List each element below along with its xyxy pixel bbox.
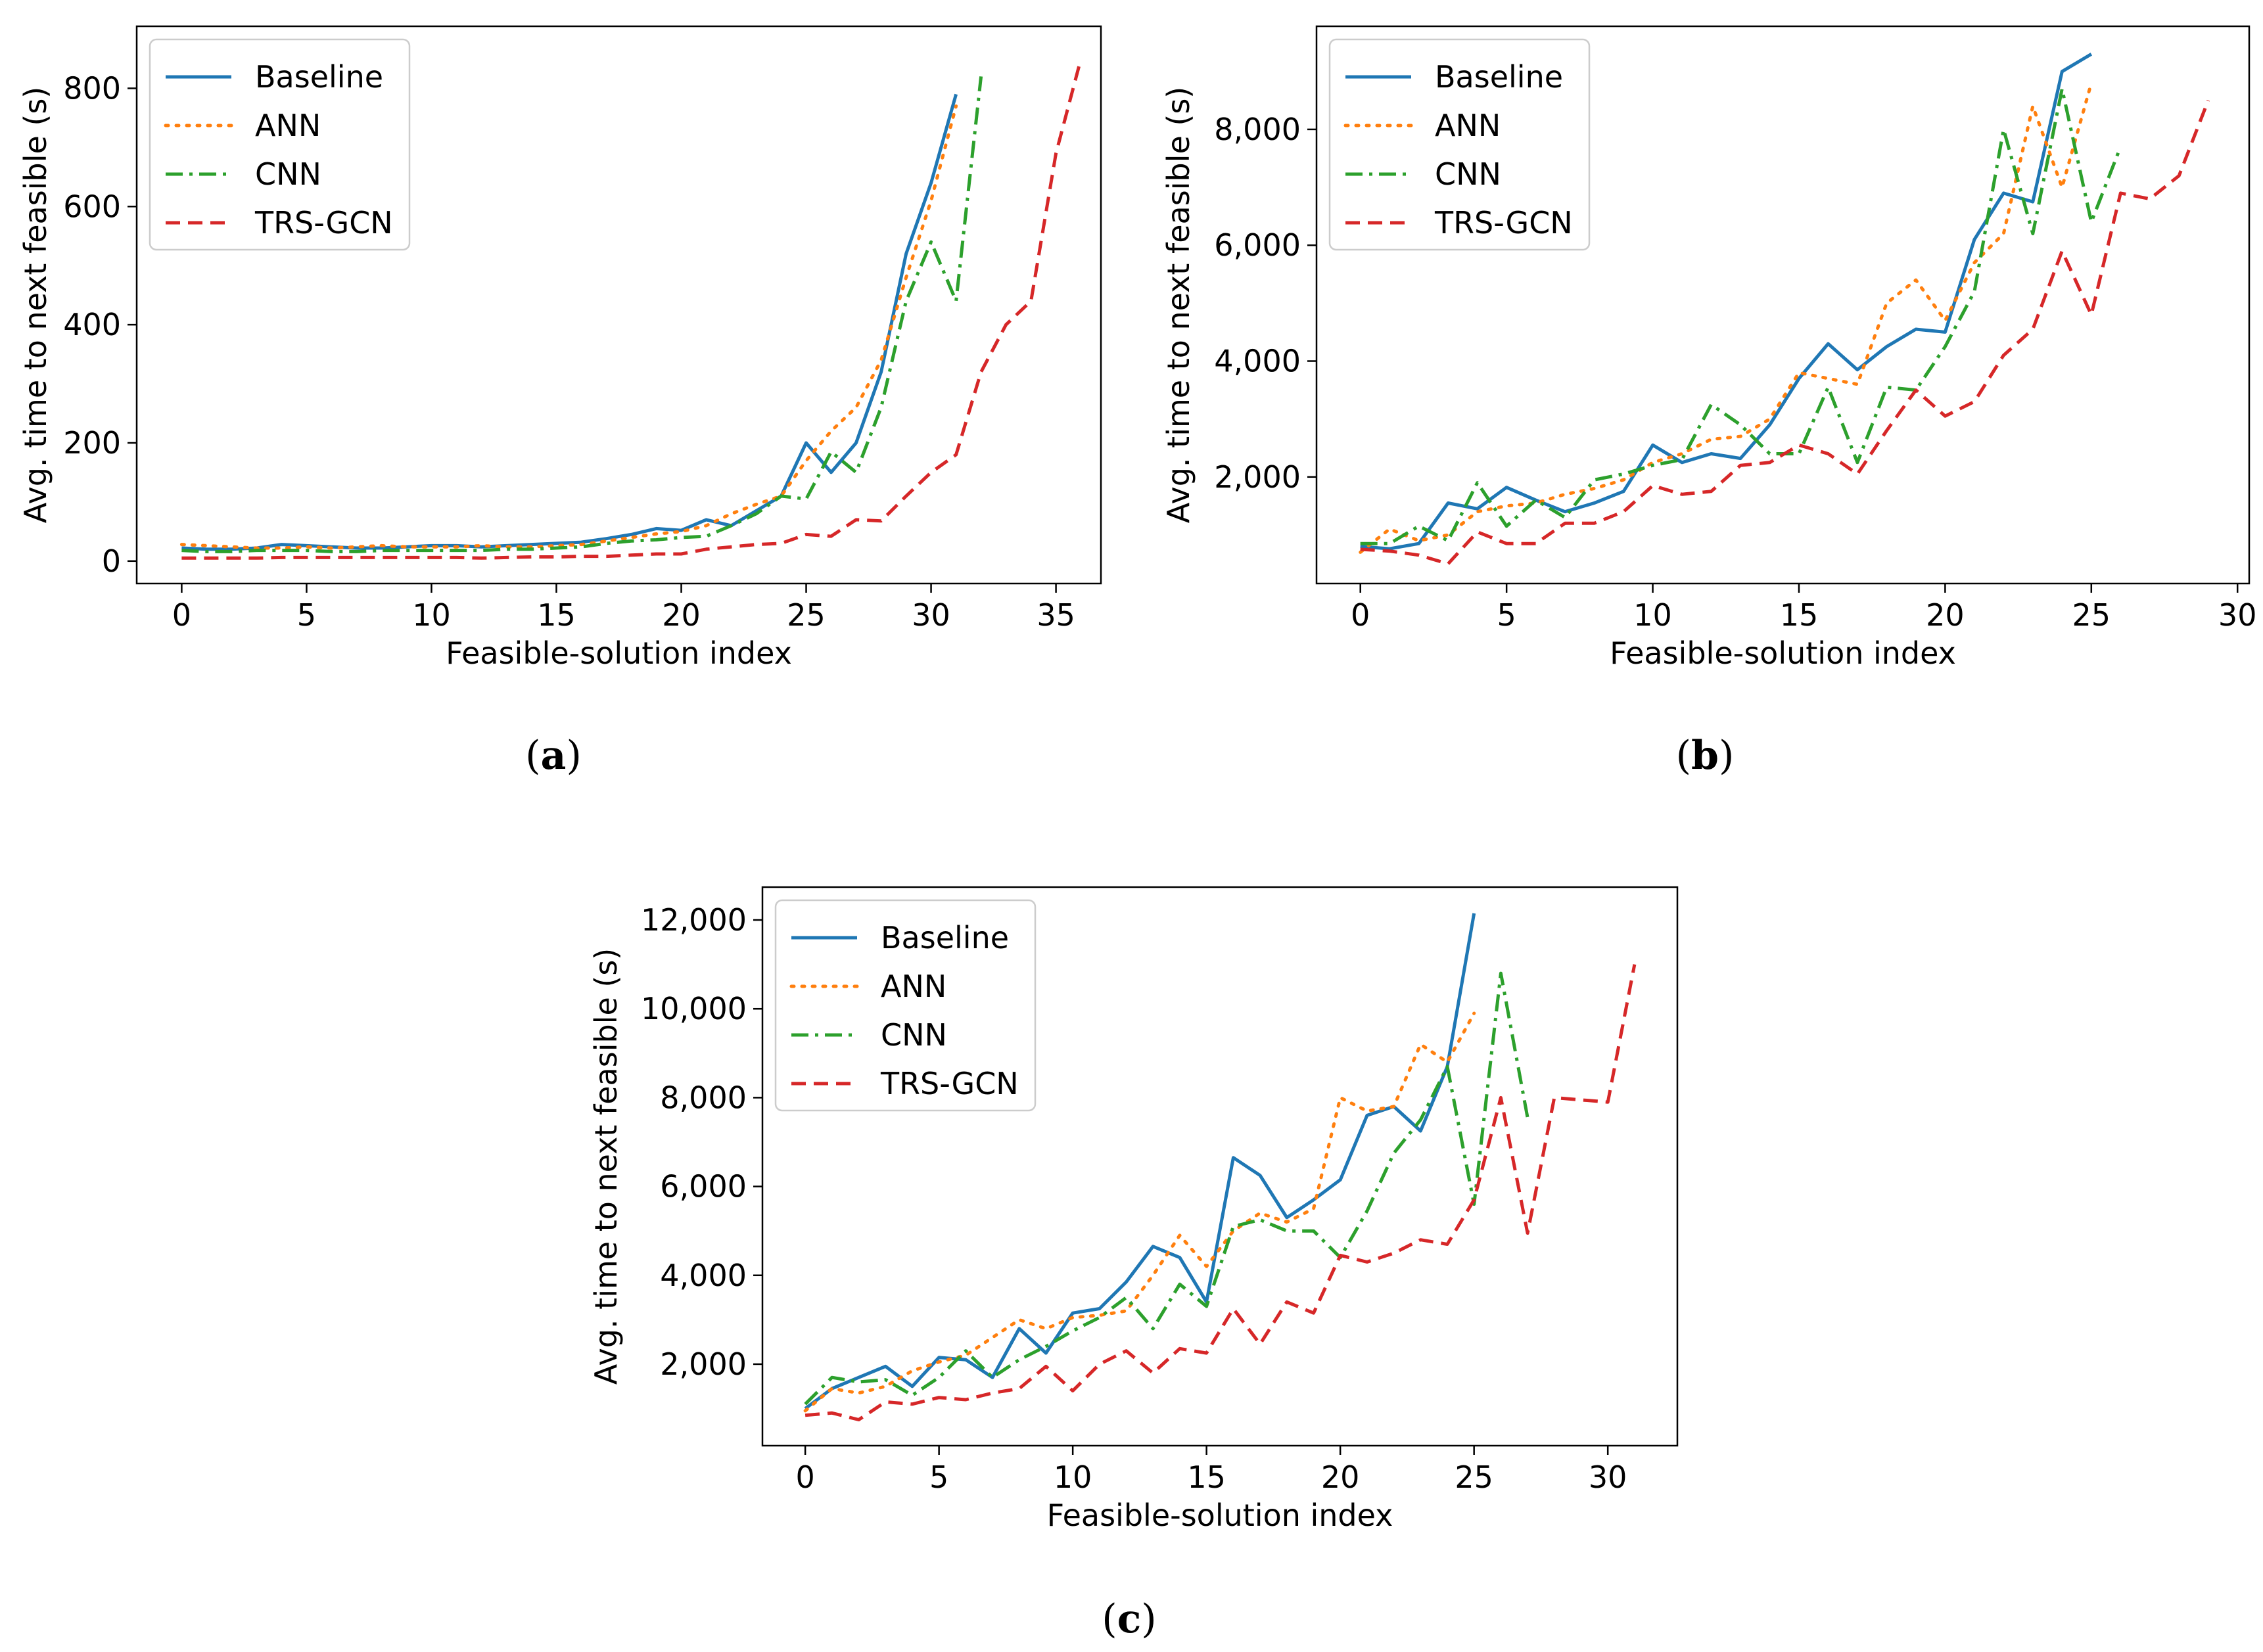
panel-b-x-tick-label: 5 <box>1497 597 1516 633</box>
panel-b-x-axis-label: Feasible-solution index <box>1610 635 1956 671</box>
panel-a-legend-label-baseline: Baseline <box>255 59 383 95</box>
panel-b-y-tick-label: 6,000 <box>1214 227 1301 263</box>
panel-c-x-tick-label: 20 <box>1321 1459 1360 1495</box>
panel-b-legend-label-trs-gcn: TRS-GCN <box>1434 205 1573 241</box>
panel-c-x-tick-label: 25 <box>1455 1459 1493 1495</box>
panel-c-caption: (c) <box>1102 1596 1156 1642</box>
panel-a-y-tick-label: 400 <box>63 307 121 342</box>
panel-c-y-tick-label: 4,000 <box>660 1258 747 1293</box>
panel-a-x-axis-label: Feasible-solution index <box>446 635 792 671</box>
panel-a-x-tick-label: 30 <box>912 597 950 633</box>
panel-a-legend-label-ann: ANN <box>255 108 321 143</box>
panel-c-x-axis-label: Feasible-solution index <box>1047 1498 1393 1533</box>
panel-b-y-tick-label: 8,000 <box>1214 112 1301 147</box>
panel-a-legend-box <box>149 38 411 251</box>
panel-b-axes-frame <box>1315 25 2251 585</box>
panel-b-y-axis-label: Avg. time to next feasible (s) <box>1161 87 1196 524</box>
panel-b-x-tick-label: 10 <box>1633 597 1672 633</box>
panel-b-legend-box <box>1328 38 1591 251</box>
panel-b-series-ann-line <box>1359 81 2093 554</box>
panel-b-legend-label-ann: ANN <box>1435 108 1501 143</box>
panel-a-chart: 0 5 10 15 20 25 30 35 0 200 400 600 800 Feasible-solu… <box>18 25 1102 671</box>
panel-b-series-trs-gcn-line <box>1360 99 2210 566</box>
panel-b-x-tick-label: 30 <box>2218 597 2257 633</box>
panel-c-series-trs-gcn-line <box>805 964 1637 1421</box>
panel-b-x-tick-label: 20 <box>1926 597 1965 633</box>
panel-c-legend-label-ann: ANN <box>881 969 946 1004</box>
panel-a-y-tick-label: 200 <box>63 425 121 461</box>
panel-b-x-tick-label: 0 <box>1351 597 1370 633</box>
panel-a-x-tick-label: 5 <box>297 597 316 633</box>
panel-a-y-tick-label: 600 <box>63 189 121 224</box>
panel-b-series-baseline-line <box>1360 53 2093 551</box>
panel-c-x-tick-label: 5 <box>929 1459 948 1495</box>
panel-b-x-tick-label: 15 <box>1780 597 1819 633</box>
panel-c-legend-label-cnn: CNN <box>881 1017 947 1053</box>
panel-c-series-baseline-line <box>804 913 1476 1410</box>
panel-b-legend-label-cnn: CNN <box>1435 156 1501 192</box>
panel-a-legend: Baseline ANN CNN TRS-GCN <box>149 38 411 251</box>
panel-a-y-tick-label: 800 <box>63 70 121 106</box>
panel-c-y-tick-label: 6,000 <box>660 1169 747 1205</box>
panel-a-caption: (a) <box>525 733 582 779</box>
panel-b-series-cnn-line <box>1360 87 2122 545</box>
panel-b-legend-label-baseline: Baseline <box>1435 59 1563 95</box>
panel-a-x-tick-label: 15 <box>537 597 576 633</box>
panel-a-legend-label-cnn: CNN <box>255 156 321 192</box>
panel-a-axes-frame <box>135 25 1102 585</box>
panel-c-y-tick-label: 10,000 <box>641 991 747 1026</box>
panel-b-y-tick-label: 2,000 <box>1214 459 1301 495</box>
panel-b-legend: Baseline ANN CNN TRS-GCN <box>1328 38 1591 251</box>
panel-a-x-tick-label: 0 <box>172 597 191 633</box>
panel-a-x-tick-label: 20 <box>662 597 701 633</box>
panel-a-x-tick-label: 35 <box>1037 597 1075 633</box>
panel-c-y-tick-label: 2,000 <box>660 1346 747 1382</box>
panel-b-y-tick-label: 4,000 <box>1214 344 1301 379</box>
panel-c-axes-frame <box>761 886 1679 1447</box>
panel-b-x-tick-label: 25 <box>2072 597 2111 633</box>
panel-c-x-tick-label: 10 <box>1054 1459 1092 1495</box>
panel-c-x-tick-label: 0 <box>795 1459 814 1495</box>
panel-c-legend-label-baseline: Baseline <box>881 920 1009 955</box>
panel-c-x-tick-label: 30 <box>1589 1459 1627 1495</box>
panel-b-chart: 0 5 10 15 20 25 30 2,000 4,000 6,000 8,000 Feasible… <box>1161 25 2257 671</box>
panel-c-x-tick-label: 15 <box>1187 1459 1226 1495</box>
panel-b-caption: (b) <box>1676 733 1735 779</box>
panel-a-series-cnn-line <box>181 76 983 553</box>
panel-a-series-ann-line <box>179 104 958 550</box>
panel-c-legend-label-trs-gcn: TRS-GCN <box>880 1066 1019 1101</box>
panel-c-legend: Baseline ANN CNN TRS-GCN <box>774 899 1037 1112</box>
panel-a-x-tick-label: 25 <box>787 597 826 633</box>
panel-c-y-tick-label: 8,000 <box>660 1080 747 1115</box>
panel-a-series-trs-gcn-line <box>181 58 1083 560</box>
panel-c-legend-box <box>774 899 1037 1112</box>
panel-a-legend-label-trs-gcn: TRS-GCN <box>254 205 393 241</box>
panel-c-series-cnn-line <box>804 971 1529 1406</box>
panel-c-y-axis-label: Avg. time to next feasible (s) <box>588 948 624 1385</box>
panel-a-y-tick-label: 0 <box>102 543 121 579</box>
panel-c-y-tick-label: 12,000 <box>641 902 747 938</box>
panel-a-x-tick-label: 10 <box>412 597 451 633</box>
panel-c-chart: 0 5 10 15 20 25 30 2,000 4,000 6,000 8,000 10,000 12… <box>588 886 1679 1533</box>
panel-a-y-axis-label: Avg. time to next feasible (s) <box>18 87 53 524</box>
panel-c-series-ann-line <box>803 1011 1476 1413</box>
